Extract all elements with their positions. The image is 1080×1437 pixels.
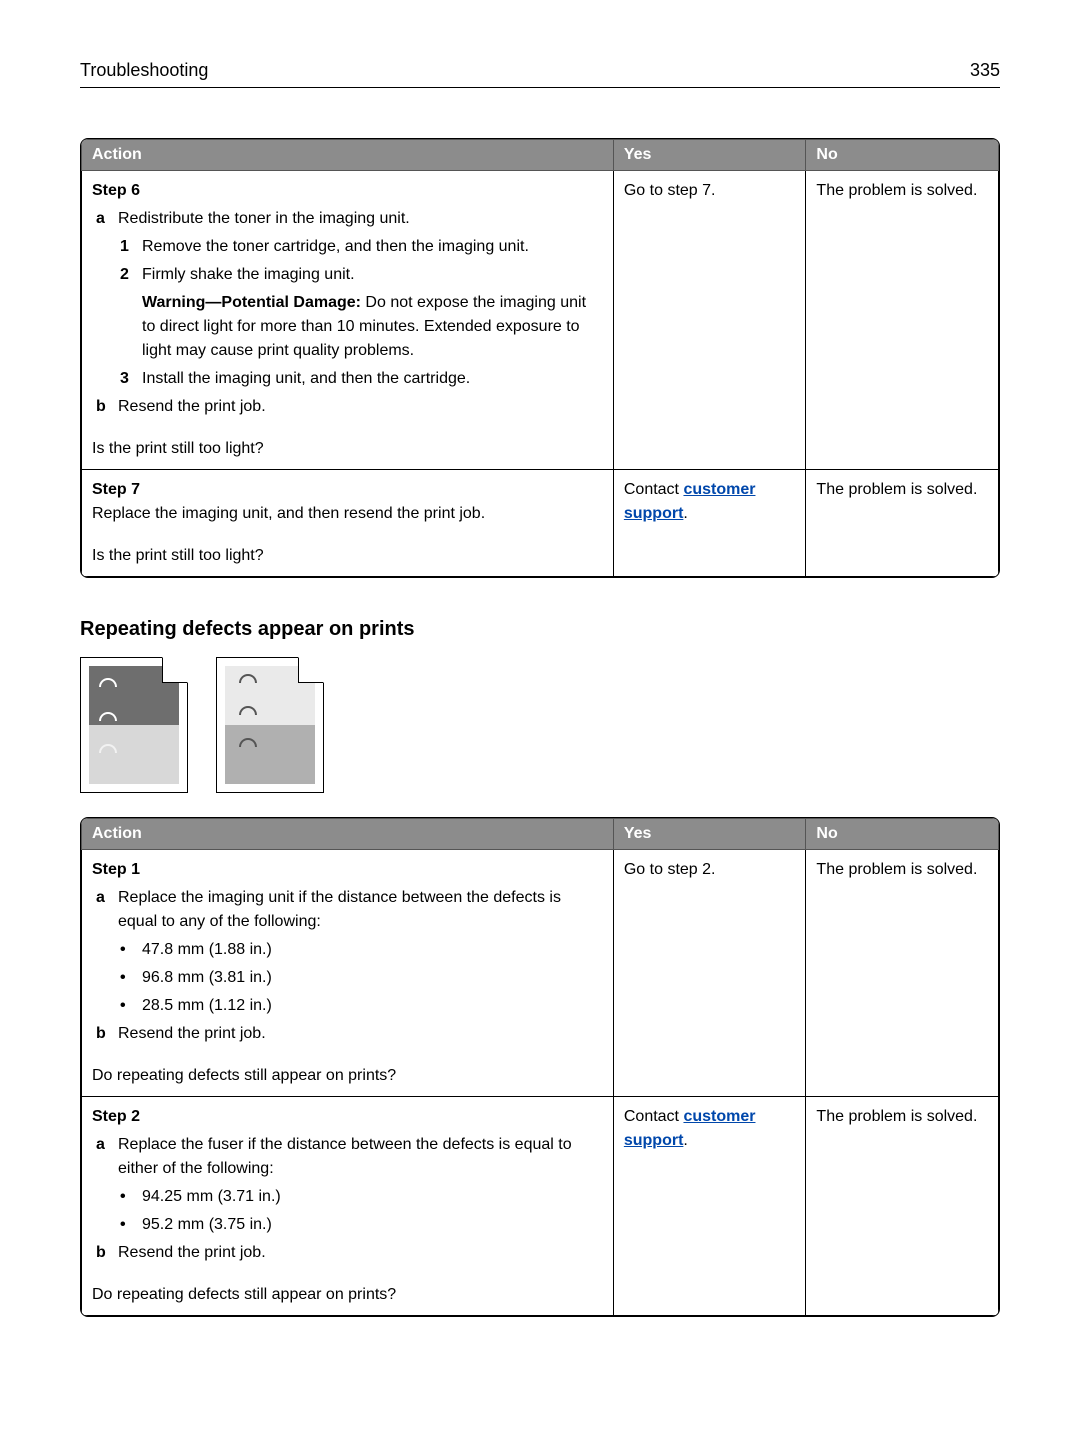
col-action: Action	[82, 140, 614, 171]
letter-a: a	[96, 1133, 118, 1181]
letter-a: a	[96, 207, 118, 231]
step-label: Step 6	[92, 179, 603, 203]
substep-a: a Redistribute the toner in the imaging …	[96, 207, 603, 231]
question: Is the print still too light?	[92, 437, 603, 461]
yes-cell: Contact customer support.	[613, 1097, 806, 1316]
section-heading: Repeating defects appear on prints	[80, 618, 1000, 641]
num-item-1: 1 Remove the toner cartridge, and then t…	[120, 235, 603, 259]
num-3-text: Install the imaging unit, and then the c…	[142, 367, 470, 391]
bullet-text: 96.8 mm (3.81 in.)	[142, 966, 272, 990]
no-cell: The problem is solved.	[806, 171, 999, 470]
substep-a-text: Replace the imaging unit if the distance…	[118, 886, 603, 934]
letter-b: b	[96, 395, 118, 419]
bullet-icon: •	[120, 966, 142, 990]
num-1: 1	[120, 235, 142, 259]
num-3: 3	[120, 367, 142, 391]
col-no: No	[806, 819, 999, 850]
no-cell: The problem is solved.	[806, 470, 999, 577]
substep-a-text: Replace the fuser if the distance betwee…	[118, 1133, 603, 1181]
warning-block: Warning—Potential Damage: Do not expose …	[142, 291, 603, 363]
troubleshooting-table-2: Action Yes No Step 1 a Replace the imagi…	[81, 818, 999, 1316]
yes-prefix: Contact	[624, 1108, 684, 1125]
page-fold-icon	[162, 657, 188, 683]
table-row: Step 2 a Replace the fuser if the distan…	[82, 1097, 999, 1316]
warning-label: Warning—Potential Damage:	[142, 294, 361, 311]
num-item-3: 3 Install the imaging unit, and then the…	[120, 367, 603, 391]
question: Do repeating defects still appear on pri…	[92, 1064, 603, 1088]
num-2: 2	[120, 263, 142, 287]
substep-a: a Replace the imaging unit if the distan…	[96, 886, 603, 934]
defect-illustration-2	[216, 657, 324, 793]
table-2-wrap: Action Yes No Step 1 a Replace the imagi…	[80, 817, 1000, 1317]
bullet-item: •95.2 mm (3.75 in.)	[120, 1213, 603, 1237]
bullet-icon: •	[120, 994, 142, 1018]
yes-cell: Contact customer support.	[613, 470, 806, 577]
yes-cell: Go to step 2.	[613, 850, 806, 1097]
table-header-row: Action Yes No	[82, 140, 999, 171]
bullet-text: 94.25 mm (3.71 in.)	[142, 1185, 281, 1209]
page: Troubleshooting 335 Action Yes No Step 6…	[0, 0, 1080, 1437]
bullet-icon: •	[120, 1213, 142, 1237]
no-cell: The problem is solved.	[806, 850, 999, 1097]
table-row: Step 6 a Redistribute the toner in the i…	[82, 171, 999, 470]
running-header: Troubleshooting 335	[80, 60, 1000, 88]
letter-b: b	[96, 1241, 118, 1265]
step-label: Step 7	[92, 478, 603, 502]
bullet-item: •28.5 mm (1.12 in.)	[120, 994, 603, 1018]
num-item-2: 2 Firmly shake the imaging unit.	[120, 263, 603, 287]
yes-cell: Go to step 7.	[613, 171, 806, 470]
page-fold-icon	[298, 657, 324, 683]
illustration-row	[80, 657, 1000, 793]
substep-b-text: Resend the print job.	[118, 1241, 266, 1265]
action-cell-step7: Step 7 Replace the imaging unit, and the…	[82, 470, 614, 577]
no-cell: The problem is solved.	[806, 1097, 999, 1316]
bullet-item: •94.25 mm (3.71 in.)	[120, 1185, 603, 1209]
troubleshooting-table-1: Action Yes No Step 6 a Redistribute the …	[81, 139, 999, 577]
yes-suffix: .	[683, 505, 687, 522]
substep-b-text: Resend the print job.	[118, 395, 266, 419]
bullet-icon: •	[120, 938, 142, 962]
step-label: Step 2	[92, 1105, 603, 1129]
bullet-text: 47.8 mm (1.88 in.)	[142, 938, 272, 962]
bullet-item: •47.8 mm (1.88 in.)	[120, 938, 603, 962]
yes-prefix: Contact	[624, 481, 684, 498]
col-yes: Yes	[613, 819, 806, 850]
defect-illustration-1	[80, 657, 188, 793]
substep-a: a Replace the fuser if the distance betw…	[96, 1133, 603, 1181]
question: Is the print still too light?	[92, 544, 603, 568]
col-action: Action	[82, 819, 614, 850]
yes-suffix: .	[683, 1132, 687, 1149]
substep-b: b Resend the print job.	[96, 1022, 603, 1046]
substep-b-text: Resend the print job.	[118, 1022, 266, 1046]
header-title: Troubleshooting	[80, 60, 208, 81]
substep-b: b Resend the print job.	[96, 1241, 603, 1265]
table-row: Step 1 a Replace the imaging unit if the…	[82, 850, 999, 1097]
table-1-wrap: Action Yes No Step 6 a Redistribute the …	[80, 138, 1000, 578]
bullet-icon: •	[120, 1185, 142, 1209]
substep-b: b Resend the print job.	[96, 395, 603, 419]
num-2-text: Firmly shake the imaging unit.	[142, 263, 355, 287]
letter-a: a	[96, 886, 118, 934]
page-number: 335	[970, 60, 1000, 81]
col-yes: Yes	[613, 140, 806, 171]
letter-b: b	[96, 1022, 118, 1046]
step7-body: Replace the imaging unit, and then resen…	[92, 502, 603, 526]
step-label: Step 1	[92, 858, 603, 882]
bullet-text: 95.2 mm (3.75 in.)	[142, 1213, 272, 1237]
action-cell-step2: Step 2 a Replace the fuser if the distan…	[82, 1097, 614, 1316]
question: Do repeating defects still appear on pri…	[92, 1283, 603, 1307]
action-cell-step6: Step 6 a Redistribute the toner in the i…	[82, 171, 614, 470]
table-row: Step 7 Replace the imaging unit, and the…	[82, 470, 999, 577]
bullet-item: •96.8 mm (3.81 in.)	[120, 966, 603, 990]
action-cell-step1: Step 1 a Replace the imaging unit if the…	[82, 850, 614, 1097]
substep-a-text: Redistribute the toner in the imaging un…	[118, 207, 410, 231]
bullet-text: 28.5 mm (1.12 in.)	[142, 994, 272, 1018]
table-header-row: Action Yes No	[82, 819, 999, 850]
num-1-text: Remove the toner cartridge, and then the…	[142, 235, 529, 259]
col-no: No	[806, 140, 999, 171]
